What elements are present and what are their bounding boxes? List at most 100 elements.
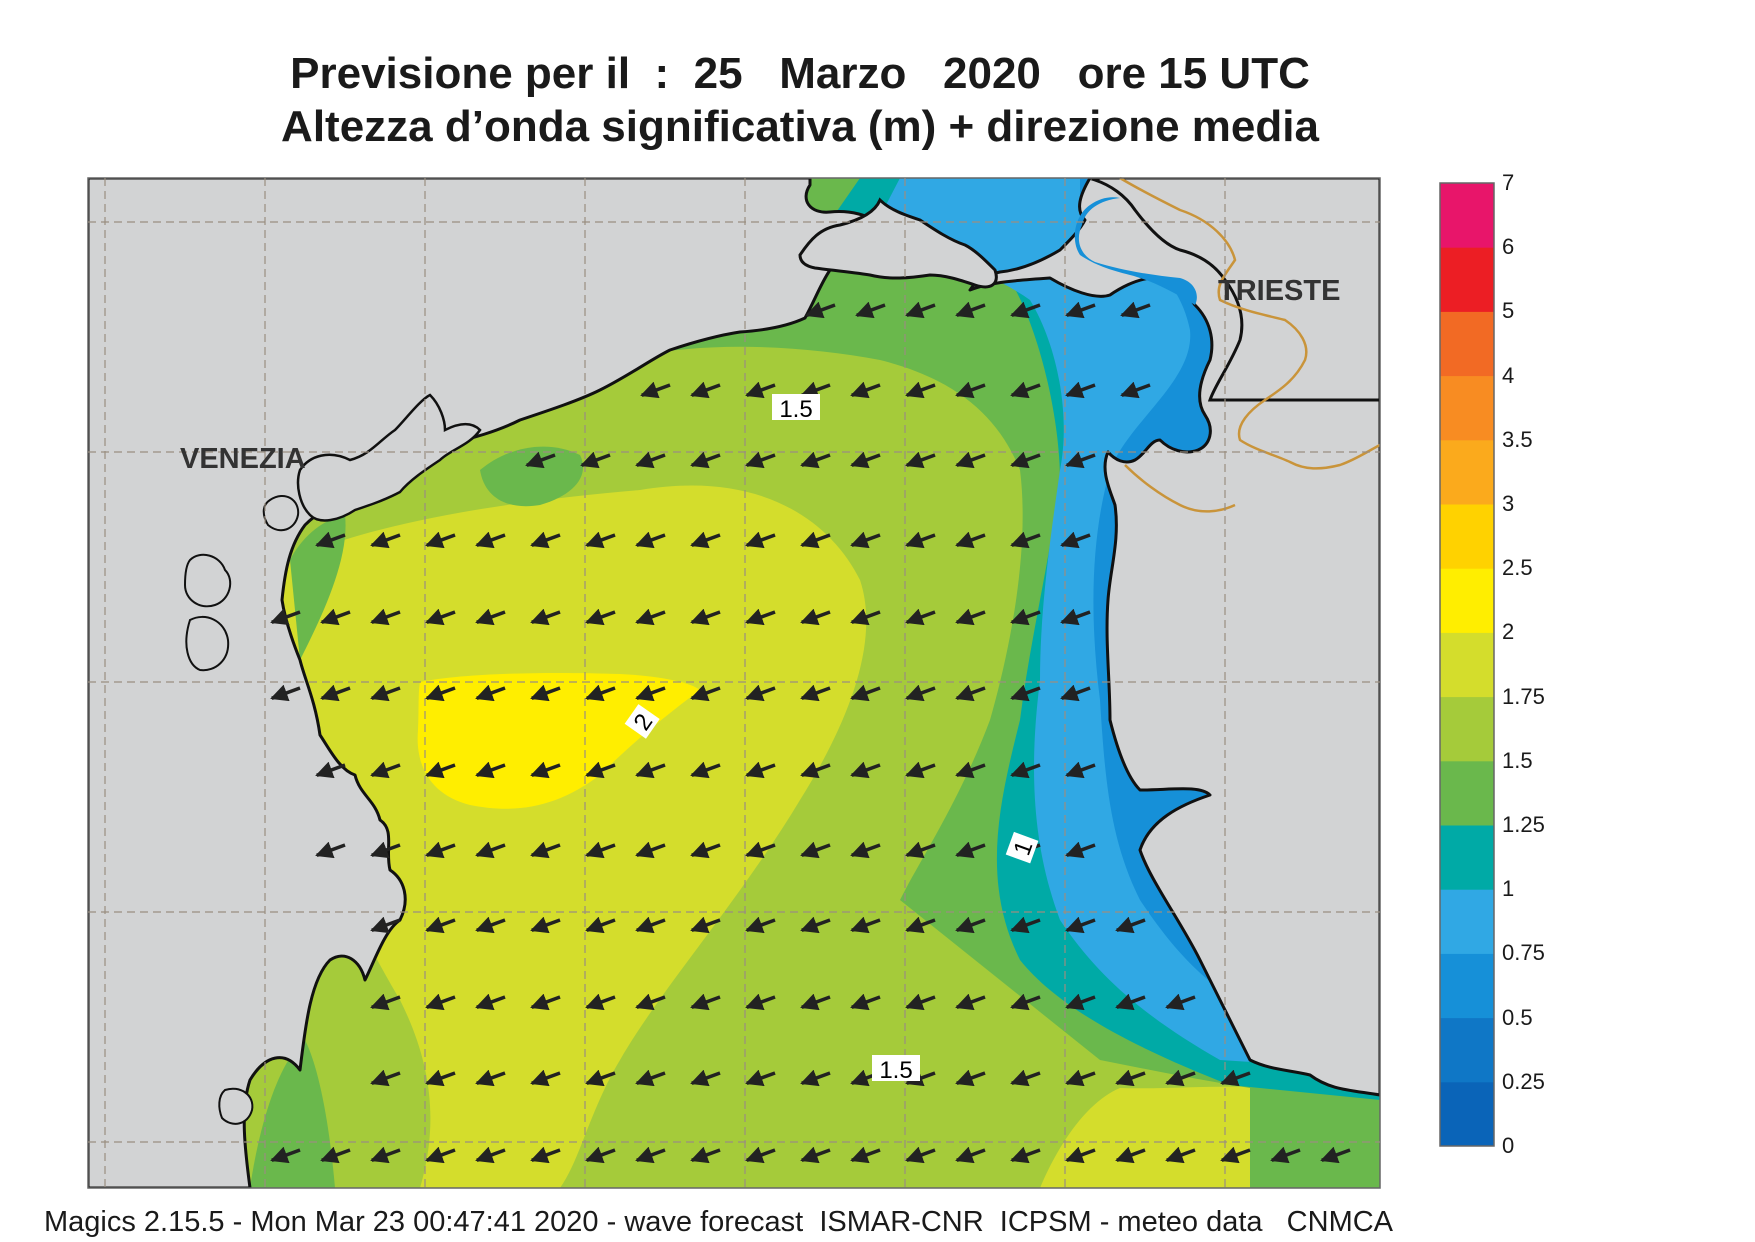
wave-direction-arrow (475, 761, 506, 779)
forecast-date-title: Previsione per il : 25 Marzo 2020 ore 15… (290, 49, 1310, 98)
wave-direction-arrow (320, 684, 351, 702)
wave-direction-arrow (1065, 301, 1096, 319)
wave-direction-arrow (905, 381, 936, 399)
wave-direction-arrow (270, 1146, 301, 1164)
wave-direction-arrow (1220, 1146, 1251, 1164)
wave-direction-arrow (690, 381, 721, 399)
wave-direction-arrow (580, 451, 611, 469)
wave-direction-arrow (745, 608, 776, 626)
wave-direction-arrow (1010, 608, 1041, 626)
colorbar-frame (1439, 182, 1495, 1147)
wave-direction-arrow (955, 1069, 986, 1087)
colorbar-tick-label: 2 (1502, 619, 1515, 645)
wave-direction-arrow (745, 993, 776, 1011)
wave-direction-arrow (1010, 381, 1041, 399)
wave-direction-arrow (850, 451, 881, 469)
wave-direction-arrow (530, 531, 561, 549)
wave-direction-arrow (320, 608, 351, 626)
wave-direction-arrow (905, 301, 936, 319)
colorbar-tick-label: 6 (1502, 234, 1515, 260)
svg-text:1.5: 1.5 (879, 1057, 912, 1084)
wave-direction-arrow (850, 531, 881, 549)
trieste-peninsula (1074, 197, 1197, 305)
wave-direction-arrow (745, 761, 776, 779)
wave-direction-arrow (635, 916, 666, 934)
colorbar-tick-label: 5 (1502, 298, 1515, 324)
land-east (968, 178, 1380, 1097)
footer-credits: Magics 2.15.5 - Mon Mar 23 00:47:41 2020… (44, 1206, 1394, 1238)
wave-direction-arrow (1115, 1069, 1146, 1087)
wave-direction-arrow (585, 1069, 616, 1087)
wave-direction-arrow (1115, 1146, 1146, 1164)
wave-direction-arrow (475, 608, 506, 626)
colorbar-tick-label: 1.25 (1502, 812, 1545, 837)
wave-direction-arrow (1010, 531, 1041, 549)
wave-direction-arrow (1115, 993, 1146, 1011)
contour-label-1: 1 (1005, 831, 1038, 864)
wave-direction-arrow (425, 608, 456, 626)
wave-direction-arrow (905, 684, 936, 702)
wave-direction-arrow (370, 761, 401, 779)
wave-direction-arrow (585, 993, 616, 1011)
wave-direction-arrow (635, 993, 666, 1011)
wave-direction-arrow (315, 761, 346, 779)
wave-direction-arrow (1010, 451, 1041, 469)
wave-direction-arrow (690, 993, 721, 1011)
wave-direction-arrow (640, 381, 671, 399)
wave-direction-arrow (850, 1146, 881, 1164)
wave-direction-arrow (370, 608, 401, 626)
wave-direction-arrow (850, 916, 881, 934)
wave-direction-arrow (585, 761, 616, 779)
wave-field-1.25-1.5-coast (290, 515, 346, 660)
colorbar-swatch (1440, 375, 1494, 441)
wave-direction-arrow (530, 761, 561, 779)
wave-direction-arrow (690, 608, 721, 626)
wave-direction-arrow (585, 841, 616, 859)
lagoon-island-3 (262, 495, 300, 532)
wave-direction-arrow (955, 761, 986, 779)
wave-direction-arrow (425, 841, 456, 859)
wave-direction-arrow (745, 381, 776, 399)
wave-direction-arrow (690, 1146, 721, 1164)
gulf-of-trieste-land (1090, 178, 1380, 402)
wave-direction-arrow (370, 841, 401, 859)
colorbar-tick-label: 3 (1502, 491, 1515, 516)
wave-direction-arrow (1065, 993, 1096, 1011)
wave-direction-arrow (1065, 916, 1096, 934)
colorbar-tick-label: 3.5 (1502, 426, 1533, 452)
wave-direction-arrow (370, 993, 401, 1011)
wave-direction-arrow (530, 1069, 561, 1087)
colorbar (1439, 182, 1495, 1147)
wave-direction-arrow (745, 916, 776, 934)
border-line (1119, 176, 1381, 513)
wave-direction-arrow (425, 684, 456, 702)
wave-direction-arrow (530, 993, 561, 1011)
wave-direction-arrow (745, 451, 776, 469)
wave-direction-arrow (800, 1146, 831, 1164)
wave-direction-arrow (1320, 1146, 1351, 1164)
wave-direction-arrow (425, 1146, 456, 1164)
wave-direction-arrow (270, 608, 301, 626)
city-label-trieste: TRIESTE (1218, 275, 1340, 307)
wave-direction-arrow (955, 531, 986, 549)
colorbar-tick-label: 0.25 (1502, 1068, 1545, 1094)
wave-direction-arrow (315, 841, 346, 859)
wave-direction-arrow (1010, 301, 1041, 319)
wave-direction-arrow (850, 608, 881, 626)
wave-direction-arrow (315, 531, 346, 549)
wave-direction-arrow (800, 916, 831, 934)
wave-direction-arrow (745, 841, 776, 859)
wave-direction-arrow (475, 916, 506, 934)
wave-direction-arrow (805, 301, 836, 319)
colorbar-tick-label: 1.5 (1502, 747, 1533, 773)
wave-direction-arrow (1165, 1146, 1196, 1164)
wave-direction-arrow (585, 1146, 616, 1164)
wave-field-1.75-2 (279, 485, 867, 1188)
wave-direction-arrow (1270, 1146, 1301, 1164)
lagoon-island-1 (183, 553, 232, 608)
contour-label-1.5-north: 1.5 (772, 394, 820, 423)
wave-direction-arrow (1115, 916, 1146, 934)
wave-direction-arrow (800, 841, 831, 859)
wave-direction-arrow (425, 916, 456, 934)
wave-direction-arrow (745, 1069, 776, 1087)
